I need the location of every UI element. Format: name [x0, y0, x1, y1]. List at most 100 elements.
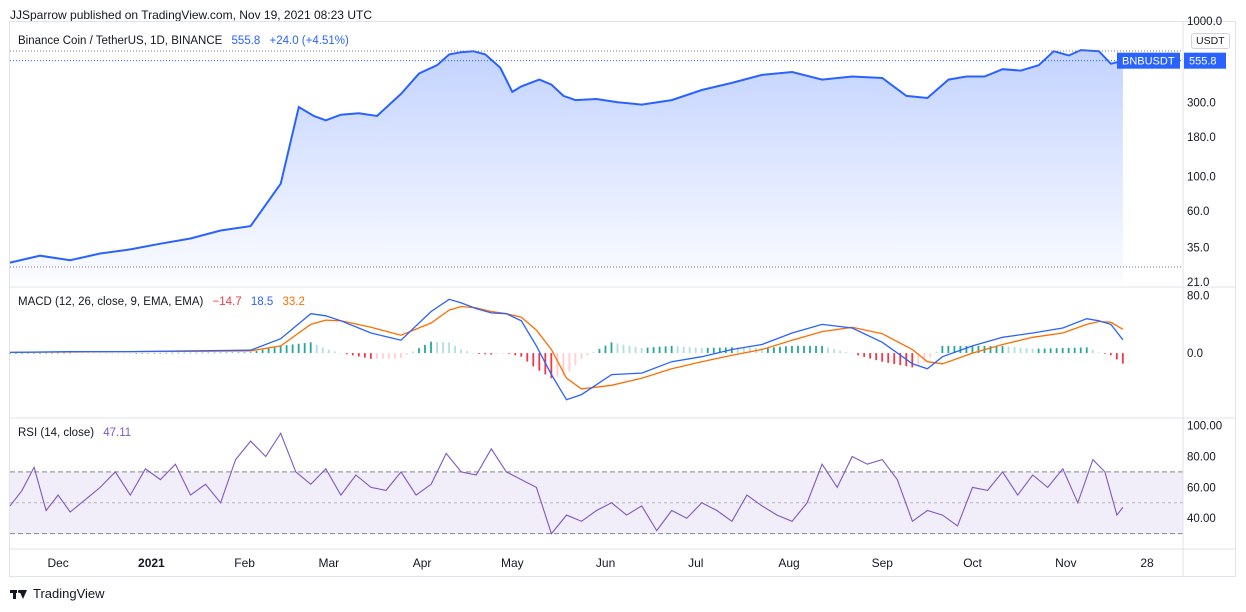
macd-title: MACD (12, 26, close, 9, EMA, EMA)	[18, 296, 204, 308]
macd-signal-line	[9, 305, 1124, 390]
time-axis-tick: 28	[1140, 556, 1154, 570]
macd-histogram-bar	[213, 352, 216, 354]
last-price-badge: 555.8	[1189, 56, 1217, 68]
macd-histogram-bar	[261, 349, 264, 354]
macd-histogram-bar	[995, 345, 998, 354]
macd-histogram-bar	[815, 345, 817, 354]
price-axis-tick: 100.0	[1187, 172, 1216, 184]
macd-histogram-bar	[135, 353, 138, 354]
macd-histogram-bar	[1049, 348, 1052, 354]
last-price: 555.8	[231, 35, 261, 47]
macd-histogram-bar	[1109, 353, 1112, 356]
macd-histogram-bar	[502, 353, 505, 354]
macd-histogram-bar	[394, 353, 396, 359]
macd-histogram-bar	[604, 345, 607, 354]
rsi-title: RSI (14, close)	[18, 427, 95, 439]
macd-histogram-bar	[249, 352, 252, 354]
currency-badge[interactable]: USDT	[1191, 33, 1230, 49]
macd-histogram-bar	[351, 353, 354, 356]
macd-histogram-bar	[977, 345, 980, 354]
macd-histogram-bar	[129, 353, 132, 354]
macd-histogram-bar	[1067, 347, 1070, 354]
macd-histogram-bar	[550, 353, 553, 379]
macd-histogram-bar	[1019, 347, 1022, 354]
macd-histogram-bar	[634, 346, 637, 354]
macd-line	[9, 298, 1124, 401]
macd-histogram-bar	[712, 347, 715, 354]
macd-histogram-bar	[297, 343, 300, 354]
macd-histogram-bar	[821, 345, 823, 354]
macd-histogram-bar	[646, 347, 649, 354]
macd-histogram-bar	[303, 343, 306, 354]
macd-histogram-bar	[225, 352, 228, 354]
ticker-label: BNBUSDT	[1122, 56, 1175, 68]
macd-histogram-bar	[279, 345, 282, 354]
macd-histogram-bar	[923, 353, 926, 362]
macd-histogram-bar	[1037, 348, 1040, 354]
macd-histogram-bar	[327, 349, 330, 354]
macd-histogram-bar	[448, 342, 450, 354]
macd-histogram-bar	[773, 347, 775, 354]
macd-histogram-bar	[556, 353, 559, 377]
macd-histogram-bar	[767, 347, 769, 354]
macd-histogram-bar	[724, 347, 727, 354]
macd-histogram-bar	[875, 353, 878, 361]
macd-histogram-bar	[333, 351, 336, 354]
macd-histogram-bar	[412, 351, 414, 354]
macd-histogram-bar	[520, 353, 523, 357]
time-axis-tick: Jul	[688, 556, 703, 570]
macd-histogram-bar	[357, 353, 360, 357]
macd-histogram-bar	[93, 352, 96, 354]
macd-histogram-bar	[929, 353, 932, 358]
macd-histogram-bar	[694, 347, 697, 354]
macd-histogram-bar	[9, 353, 11, 354]
macd-histogram-bar	[141, 353, 144, 354]
price-axis-tick: 21.0	[1187, 277, 1209, 289]
macd-histogram-bar	[833, 349, 835, 354]
rsi-axis-tick: 80.00	[1187, 451, 1216, 463]
macd-histogram-bar	[406, 353, 408, 355]
macd-histogram-bar	[1103, 353, 1106, 354]
macd-histogram-bar	[598, 348, 601, 354]
time-axis-tick: Jun	[596, 556, 615, 570]
macd-histogram-bar	[105, 352, 108, 354]
price-legend: Binance Coin / TetherUS, 1D, BINANCE 555…	[18, 35, 355, 47]
macd-histogram-bar	[568, 353, 571, 372]
macd-histogram-bar	[363, 353, 366, 358]
macd-histogram-bar	[941, 345, 944, 354]
macd-histogram-bar	[45, 352, 47, 354]
last-price-badge-bg	[1184, 52, 1226, 69]
macd-histogram-bar	[989, 345, 992, 354]
macd-histogram-bar	[1061, 348, 1064, 354]
macd-line-value: 18.5	[250, 296, 274, 308]
macd-histogram-bar	[574, 353, 577, 366]
macd-histogram-bar	[791, 345, 793, 354]
macd-histogram-bar	[1073, 347, 1076, 354]
macd-histogram-bar	[478, 353, 481, 354]
macd-axis-tick: 0.0	[1187, 348, 1203, 360]
macd-histogram-bar	[321, 347, 324, 354]
macd-histogram-bar	[1013, 347, 1016, 354]
macd-histogram-bar	[1115, 353, 1118, 360]
macd-histogram-bar	[730, 347, 733, 354]
rsi-axis-tick: 40.00	[1187, 513, 1216, 525]
macd-histogram-bar	[718, 347, 721, 354]
macd-histogram-bar	[430, 341, 432, 354]
price-axis-tick: 35.0	[1187, 242, 1209, 254]
macd-histogram-bar	[418, 348, 420, 354]
macd-histogram-bar	[75, 352, 77, 354]
price-axis-tick: 60.0	[1187, 206, 1209, 218]
macd-histogram-bar	[153, 352, 156, 354]
footer-brand[interactable]: TradingView	[10, 586, 105, 601]
time-axis-tick: 2021	[138, 556, 165, 570]
macd-histogram-bar	[63, 352, 65, 354]
macd-histogram-bar	[857, 353, 860, 356]
macd-histogram-bar	[189, 352, 192, 354]
macd-legend: MACD (12, 26, close, 9, EMA, EMA) −14.7 …	[18, 296, 311, 308]
macd-histogram-bar	[845, 352, 848, 354]
price-pane: 1000.0 300.0 180.0 100.0 60.0 35.0 21.0 BNBUSDT…	[9, 16, 1226, 289]
macd-histogram-bar	[562, 353, 565, 376]
macd-histogram-bar	[1097, 352, 1100, 354]
macd-histogram-bar	[237, 352, 240, 354]
